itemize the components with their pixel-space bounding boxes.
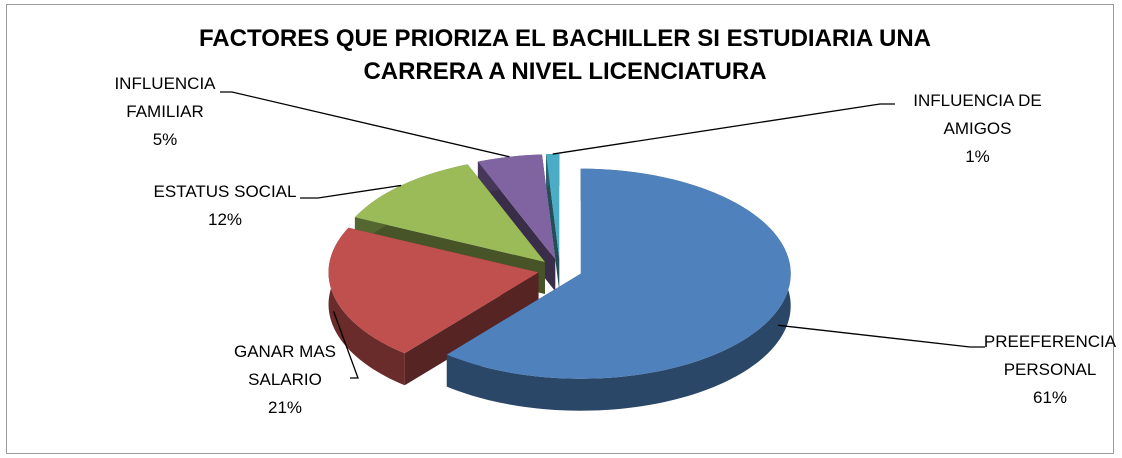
- chart-title: FACTORES QUE PRIORIZA EL BACHILLER SI ES…: [198, 25, 932, 85]
- label-text: ESTATUS SOCIAL: [153, 182, 297, 201]
- label-text: 1%: [965, 147, 990, 166]
- label-text: 61%: [1032, 388, 1068, 407]
- pie-slice: [446, 168, 791, 411]
- leader-line: [332, 311, 359, 379]
- slice-top: [354, 164, 545, 262]
- leader-line: [778, 324, 985, 348]
- label-text: 5%: [152, 130, 178, 149]
- slice-top: [477, 154, 556, 260]
- data-label: INFLUENCIA DE AMIGOS 1%: [895, 87, 1060, 171]
- label-text: GANAR MAS SALARIO: [233, 342, 337, 389]
- label-text: 21%: [267, 398, 303, 417]
- data-label: GANAR MAS SALARIO 21%: [210, 338, 360, 422]
- data-label: INFLUENCIA FAMILIAR 5%: [100, 70, 230, 154]
- slice-top: [446, 168, 791, 379]
- leader-line: [552, 103, 895, 155]
- data-label: ESTATUS SOCIAL 12%: [125, 178, 325, 234]
- slice-side: [328, 227, 405, 386]
- label-text: 12%: [207, 210, 243, 229]
- slice-wall: [546, 154, 560, 292]
- leader-line: [300, 184, 402, 199]
- slice-top: [328, 227, 539, 354]
- slice-wall: [404, 272, 539, 386]
- label-text: PREEFERENCIA PERSONAL: [983, 332, 1117, 379]
- pie-slice: [328, 227, 539, 386]
- label-text: INFLUENCIA DE AMIGOS: [913, 91, 1042, 138]
- data-label: PREEFERENCIA PERSONAL 61%: [965, 328, 1122, 412]
- leader-line: [220, 91, 510, 158]
- slice-top: [546, 154, 560, 260]
- slice-side: [446, 168, 791, 411]
- chart-frame: [6, 4, 1114, 454]
- label-text: INFLUENCIA FAMILIAR: [114, 74, 216, 121]
- pie-slice: [546, 154, 560, 292]
